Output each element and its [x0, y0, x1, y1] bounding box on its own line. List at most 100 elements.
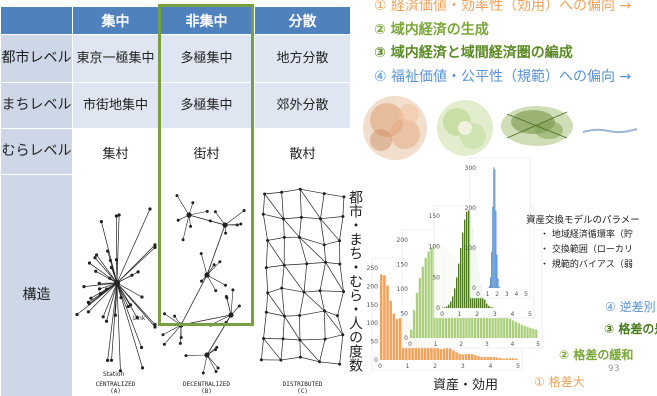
spoke-link	[200, 253, 208, 276]
mesh-link	[342, 196, 345, 217]
central-link	[116, 271, 139, 284]
mesh-link	[267, 287, 282, 294]
mesh-link	[299, 338, 326, 341]
histogram-bar	[529, 327, 532, 338]
station-node	[101, 315, 105, 319]
mesh-link	[284, 315, 300, 317]
station-node	[153, 325, 157, 329]
spoke-link	[188, 211, 208, 216]
x-tick-label: 3	[505, 291, 509, 298]
station-node	[281, 217, 285, 221]
mesh-link	[266, 264, 285, 268]
histogram-bar	[446, 306, 448, 308]
lightgreen-network-blob	[437, 100, 493, 156]
decentralized-caption-sub: (B)	[201, 388, 212, 395]
histogram-bar	[502, 358, 505, 360]
y-tick-label: 0	[472, 285, 476, 292]
histogram-bar	[497, 278, 499, 288]
histogram-bar	[415, 292, 419, 338]
mesh-link	[324, 310, 326, 340]
param-title: 資産交換モデルのパラメー	[526, 215, 640, 226]
histogram-bar	[494, 169, 496, 288]
histogram-bar	[490, 277, 491, 288]
mesh-link	[261, 338, 264, 360]
station-node	[153, 245, 157, 249]
mesh-link	[299, 339, 320, 363]
histogram-bar	[483, 357, 487, 360]
mesh-link	[324, 310, 338, 316]
central-link	[116, 282, 143, 298]
station-node	[239, 222, 243, 226]
station-node	[322, 309, 326, 313]
histogram-bar	[535, 329, 538, 338]
header-concentrated: 集中	[72, 6, 159, 35]
histogram-bar	[454, 288, 456, 308]
spoke-link	[206, 274, 226, 286]
station-node	[89, 296, 93, 300]
station-node	[224, 283, 228, 287]
mesh-link	[266, 311, 285, 317]
station-node	[298, 314, 302, 318]
mesh-link	[298, 237, 308, 264]
histogram-bar	[424, 257, 427, 338]
spoke-link	[180, 324, 182, 344]
village-dispersed-label: 散村	[289, 147, 316, 162]
station-node	[173, 314, 177, 318]
distributed-network-diagram	[259, 187, 346, 366]
mesh-link	[320, 193, 325, 219]
histogram-bar	[460, 248, 462, 308]
mesh-link	[280, 356, 301, 361]
central-link	[116, 282, 143, 369]
mesh-link	[303, 290, 321, 293]
distributed-caption-sub: (C)	[297, 388, 308, 395]
x-tick-label: 0	[440, 311, 444, 318]
mesh-link	[263, 312, 267, 339]
histogram-bar	[436, 348, 439, 360]
y-tick-label: 50	[370, 339, 378, 346]
station-node	[208, 219, 212, 223]
spoke-link	[226, 297, 232, 316]
spoke-link	[164, 324, 182, 345]
cell-village-dispersed: 散村	[254, 128, 351, 175]
x-tick-label: 2	[475, 311, 479, 318]
station-node	[225, 296, 229, 300]
histogram-bar	[477, 356, 480, 360]
central-link	[116, 282, 156, 328]
y-tick-label: 150	[367, 302, 379, 309]
station-node	[117, 213, 121, 217]
mesh-link	[284, 315, 301, 341]
stage-reverse-discrimination: ④ 逆差別	[605, 300, 656, 314]
x-axis-label: 資産・効用	[433, 378, 499, 393]
spoke-link	[202, 354, 208, 374]
histogram-bar	[496, 254, 498, 288]
hub-link	[180, 314, 232, 326]
item-regional-economy: ② 域内経済の生成	[374, 22, 489, 38]
mesh-link	[267, 240, 285, 266]
central-link	[99, 282, 118, 290]
centralized-caption-title: CENTRALIZED	[95, 381, 136, 388]
station-node	[341, 215, 345, 219]
mesh-link	[298, 217, 302, 238]
station-node	[299, 215, 303, 219]
histogram-bar	[452, 350, 455, 360]
station-node	[341, 333, 345, 337]
station-node	[305, 262, 309, 266]
station-node	[181, 238, 185, 242]
central-link	[101, 221, 118, 284]
station-node	[87, 261, 92, 265]
histogram-bar	[532, 328, 535, 338]
mesh-link	[325, 262, 340, 265]
mesh-link	[323, 244, 326, 263]
centralized-network-diagram	[75, 207, 157, 373]
spoke-link	[162, 324, 182, 336]
station-node	[323, 337, 327, 341]
station-node	[302, 290, 306, 294]
histogram-bar	[508, 318, 512, 338]
y-tick-label: 0	[374, 357, 378, 364]
central-link	[116, 214, 120, 284]
blue-network-line	[582, 128, 638, 134]
spoke-link	[206, 354, 219, 369]
histogram-bar	[495, 210, 497, 288]
central-link	[107, 282, 118, 361]
decentralized-caption-title: DECENTRALIZED	[183, 381, 230, 388]
